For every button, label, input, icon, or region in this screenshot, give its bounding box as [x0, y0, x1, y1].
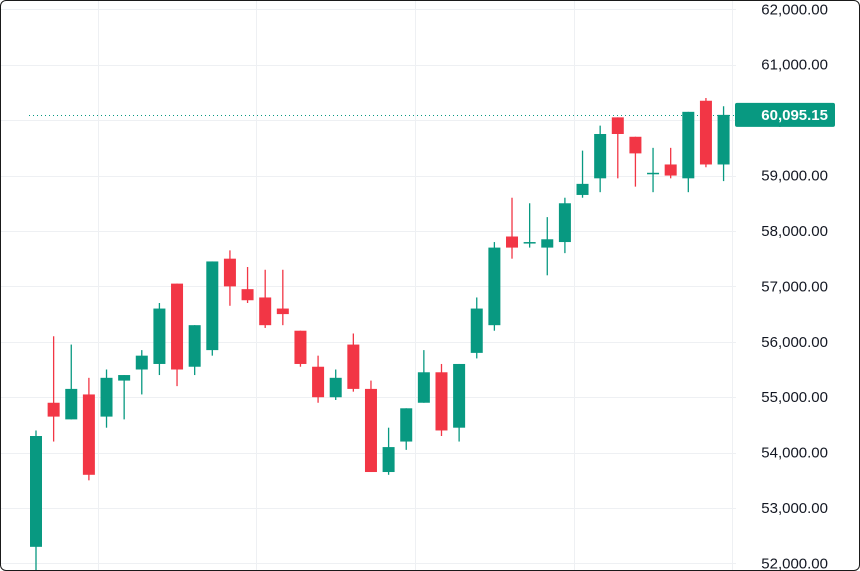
y-tick-label: 57,000.00 [761, 278, 828, 295]
candle-body [541, 239, 554, 248]
candle[interactable] [188, 325, 201, 376]
last-price-label: 60,095.15 [761, 107, 828, 124]
candle[interactable] [171, 283, 184, 387]
y-tick-label: 58,000.00 [761, 223, 828, 240]
last-price-badge [735, 102, 835, 127]
candle-body [382, 447, 395, 473]
candle-body [135, 355, 148, 370]
candle-body [329, 377, 342, 398]
candle-body [682, 111, 695, 179]
candle[interactable] [594, 125, 607, 193]
candle-body [364, 388, 377, 473]
candle[interactable] [135, 350, 148, 395]
candle-body [206, 261, 219, 351]
candle-body [576, 183, 589, 195]
candle-body [118, 375, 131, 381]
candle[interactable] [118, 375, 131, 420]
candle-body [523, 242, 536, 244]
y-tick-label: 53,000.00 [761, 500, 828, 517]
candle[interactable] [611, 117, 624, 179]
candle-body [241, 289, 254, 301]
candle-body [223, 258, 236, 287]
candle[interactable] [506, 197, 519, 259]
candle-body [629, 136, 642, 154]
candle[interactable] [259, 269, 272, 328]
candle[interactable] [558, 197, 571, 254]
candle-body [506, 236, 519, 248]
candle[interactable] [223, 250, 236, 306]
candle-body [171, 283, 184, 370]
candle-body [294, 330, 307, 364]
candle-body [312, 366, 325, 398]
candle[interactable] [488, 242, 501, 331]
candle[interactable] [276, 269, 289, 326]
candle[interactable] [435, 363, 448, 437]
candle[interactable] [717, 106, 730, 182]
y-tick-label: 56,000.00 [761, 334, 828, 351]
candle[interactable] [664, 147, 677, 179]
candle[interactable] [576, 150, 589, 198]
candle-body [699, 100, 712, 165]
grid-lines [1, 1, 736, 570]
candle[interactable] [47, 336, 60, 442]
candle[interactable] [523, 203, 536, 248]
y-tick-label: 61,000.00 [761, 57, 828, 74]
candle[interactable] [382, 427, 395, 475]
candle-body [488, 247, 501, 326]
candle-body [611, 117, 624, 134]
y-tick-label: 52,000.00 [761, 555, 828, 570]
candle-body [188, 325, 201, 367]
candle-body [30, 436, 42, 547]
candle[interactable] [699, 97, 712, 168]
candle[interactable] [629, 136, 642, 187]
candle-body [100, 377, 113, 417]
candle-body [558, 203, 571, 243]
y-tick-label: 55,000.00 [761, 389, 828, 406]
candle-body [276, 308, 289, 315]
candle-body [347, 344, 360, 389]
y-tick-label: 62,000.00 [761, 1, 828, 18]
candle[interactable] [206, 261, 219, 356]
candle[interactable] [241, 266, 254, 304]
candle[interactable] [541, 217, 554, 276]
last-price-tag: 60,095.15 [735, 102, 835, 127]
candle[interactable] [364, 380, 377, 473]
candle-body [65, 388, 78, 420]
candle-body [435, 372, 448, 431]
candle-body [664, 164, 677, 176]
candle-body [400, 408, 413, 442]
candle[interactable] [65, 344, 78, 420]
candle-body [470, 308, 483, 353]
candle-body [153, 308, 166, 364]
candle-body [417, 372, 430, 403]
candle[interactable] [453, 363, 466, 442]
candle[interactable] [30, 430, 42, 570]
candle-body [717, 114, 730, 165]
candle[interactable] [470, 297, 483, 359]
candle[interactable] [347, 333, 360, 392]
candle-body [453, 363, 466, 428]
candle[interactable] [400, 408, 413, 450]
candle[interactable] [153, 303, 166, 376]
candle[interactable] [312, 355, 325, 403]
candle-body [47, 402, 60, 417]
candle-body [647, 172, 660, 175]
candle[interactable] [647, 147, 660, 193]
candle[interactable] [100, 369, 113, 428]
candle-body [259, 297, 272, 326]
y-tick-label: 59,000.00 [761, 168, 828, 185]
price-axis[interactable]: 52,000.00 53,000.00 54,000.00 55,000.00 56,0… [761, 1, 828, 570]
candles[interactable] [30, 97, 730, 570]
candle[interactable] [294, 330, 307, 367]
y-tick-label: 54,000.00 [761, 445, 828, 462]
candle-body [594, 133, 607, 179]
candle-body [82, 394, 95, 475]
candle[interactable] [417, 350, 430, 403]
candle[interactable] [82, 377, 95, 481]
candle[interactable] [329, 369, 342, 400]
candle[interactable] [682, 111, 695, 193]
